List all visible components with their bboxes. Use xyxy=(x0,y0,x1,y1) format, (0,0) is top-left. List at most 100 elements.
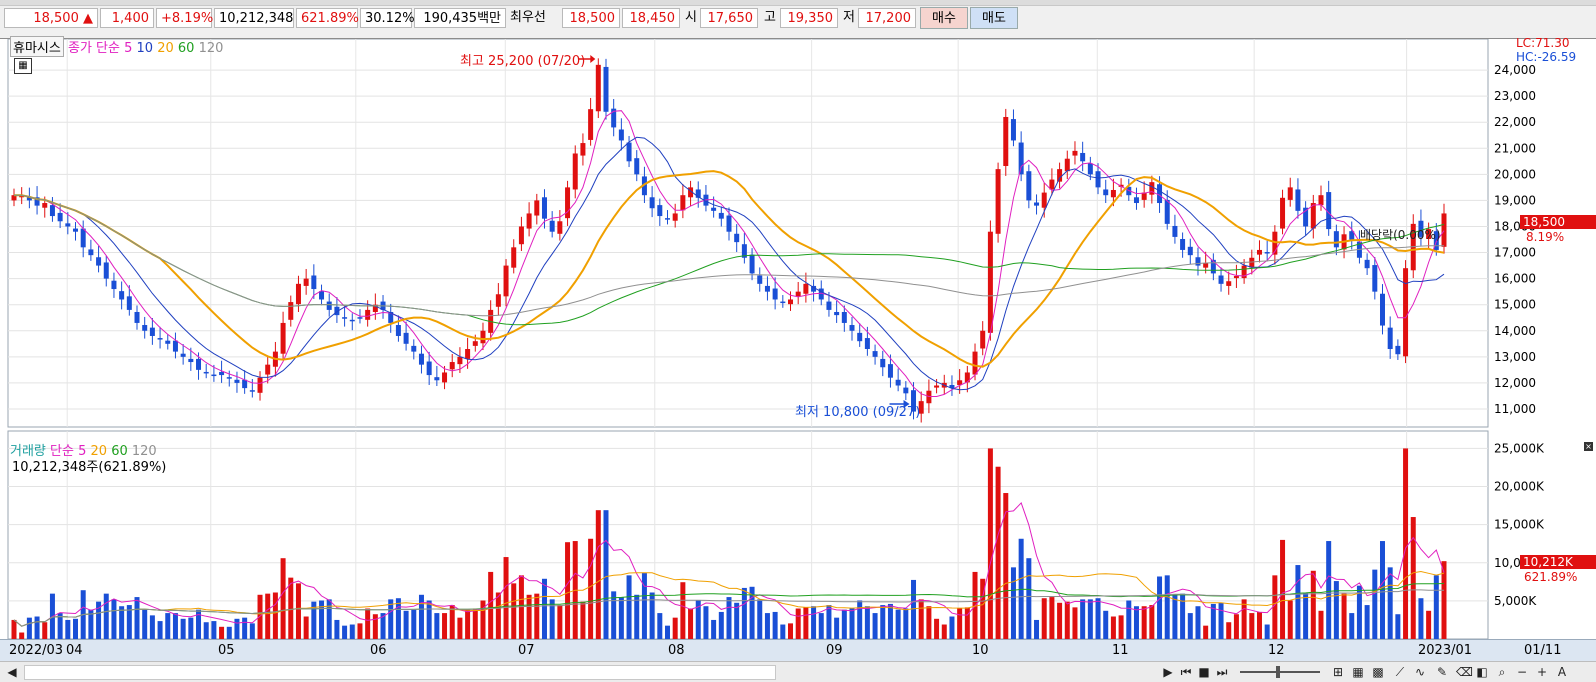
volume-bar xyxy=(711,619,717,639)
candle-body xyxy=(196,358,202,370)
scroll-left-icon[interactable]: ◀ xyxy=(7,665,17,679)
candle-body xyxy=(811,285,817,292)
stock-name-box[interactable]: 휴마시스 xyxy=(10,36,64,57)
price-tick-label: 24,000 xyxy=(1494,63,1536,77)
candle-body xyxy=(872,351,878,357)
candle-body xyxy=(1010,119,1016,141)
volume-bar xyxy=(1372,569,1378,639)
volume-bar xyxy=(518,575,524,639)
candle-body xyxy=(1072,150,1078,156)
open-label: 시 xyxy=(685,10,697,25)
volume-bar xyxy=(941,624,947,639)
volume-bar xyxy=(549,599,555,639)
volume-tick-label: 5,000K xyxy=(1494,594,1537,608)
volume-bar xyxy=(1080,599,1086,639)
candle-body xyxy=(242,379,248,389)
price-volume-chart[interactable]: 24,00023,00022,00021,00020,00019,00018,0… xyxy=(0,39,1596,639)
candle-body xyxy=(849,325,855,331)
font-size-icon[interactable]: A xyxy=(1557,665,1567,679)
candle-body xyxy=(472,341,478,346)
candle-body xyxy=(964,372,970,383)
volume-bar xyxy=(42,622,48,639)
volume-bar xyxy=(911,579,917,639)
fast-forward-icon[interactable]: ⏭ xyxy=(1216,665,1228,679)
candle-body xyxy=(772,288,778,300)
volume-bar xyxy=(1418,598,1424,639)
bottom-toolbar: ◀ ▶ ⏮ ■ ⏭ ⊞ ▦ ▩ ⟋ ∿ ✎ ⌫ ◧ ⌕ − + A xyxy=(0,661,1596,682)
table-grid-icon[interactable]: ▦ xyxy=(14,58,32,74)
volume-bar xyxy=(226,626,232,639)
crosshair-icon[interactable]: ⊞ xyxy=(1332,665,1344,679)
candle-body xyxy=(534,200,540,216)
candle-body xyxy=(918,401,924,414)
zoom-out-icon[interactable]: − xyxy=(1516,665,1528,679)
candle-body xyxy=(342,317,348,319)
candle-body xyxy=(357,317,363,319)
candle-body xyxy=(657,205,663,217)
tab-strip xyxy=(0,0,1596,6)
date-label: 08 xyxy=(668,643,685,658)
zoom-slider[interactable] xyxy=(1240,671,1320,673)
candle-body xyxy=(157,338,163,340)
candle-body xyxy=(764,285,770,292)
horizontal-scrollbar[interactable] xyxy=(24,665,776,680)
volume-ma-line xyxy=(13,589,1445,627)
zoom-in-icon[interactable]: + xyxy=(1536,665,1548,679)
ma-type-label: 종가 단순 xyxy=(67,41,120,56)
candle-body xyxy=(1372,265,1378,292)
volume-bar xyxy=(618,597,624,639)
scroll-right-icon[interactable]: ▶ xyxy=(1163,665,1173,679)
volume-bar xyxy=(811,606,817,639)
trendline-tool-icon[interactable]: ⟋ xyxy=(1395,665,1405,679)
price-tick-label: 16,000 xyxy=(1494,272,1536,286)
close-pane-icon[interactable]: × xyxy=(1584,442,1593,451)
volume-bar xyxy=(964,607,970,639)
current-price-field: 18,500 ▲ xyxy=(4,8,98,28)
candle-body xyxy=(834,311,840,316)
candle-body xyxy=(1233,276,1239,279)
candle-body xyxy=(434,377,440,381)
candle-body xyxy=(326,301,332,310)
volume-bar xyxy=(1333,581,1339,639)
candle-body xyxy=(588,109,594,140)
eraser-tool-icon[interactable]: ⌫ xyxy=(1456,665,1473,679)
volume-bar xyxy=(26,617,32,639)
candle-body xyxy=(1310,203,1316,229)
volume-bar xyxy=(1087,599,1093,639)
candle-body xyxy=(1003,116,1009,167)
date-label: 01/11 xyxy=(1524,643,1562,658)
volume-bar xyxy=(949,616,955,639)
volume-bar xyxy=(957,608,963,639)
color-tool-icon[interactable]: ◧ xyxy=(1476,665,1488,679)
candle-body xyxy=(226,377,232,379)
volume-bar xyxy=(934,618,940,639)
pencil-tool-icon[interactable]: ✎ xyxy=(1436,665,1448,679)
sell-button[interactable]: 매도 xyxy=(970,7,1018,29)
volume-bar xyxy=(196,609,202,639)
volume-bar xyxy=(1364,605,1370,639)
pattern-tool-icon[interactable]: ▩ xyxy=(1372,665,1384,679)
candle-body xyxy=(1157,184,1163,204)
buy-button[interactable]: 매수 xyxy=(920,7,968,29)
candle-body xyxy=(718,212,724,219)
rewind-icon[interactable]: ⏮ xyxy=(1180,665,1192,679)
current-price-tag: 18,500 xyxy=(1520,215,1596,229)
volume-bar xyxy=(649,592,655,639)
ma60-label: 60 xyxy=(177,41,195,56)
candle-body xyxy=(1326,192,1332,230)
candle-body xyxy=(1364,259,1370,269)
candle-body xyxy=(1057,169,1063,182)
volume-bar xyxy=(1072,607,1078,639)
candle-body xyxy=(1287,187,1293,200)
zoom-slider-handle[interactable] xyxy=(1276,666,1280,678)
candle-body xyxy=(1080,152,1086,162)
grid-tool-icon[interactable]: ▦ xyxy=(1352,665,1364,679)
volume-bar xyxy=(1034,619,1040,639)
candle-body xyxy=(1087,163,1093,175)
price-tick-label: 14,000 xyxy=(1494,324,1536,338)
curve-tool-icon[interactable]: ∿ xyxy=(1414,665,1426,679)
magnifier-icon[interactable]: ⌕ xyxy=(1498,665,1506,679)
volume-bar xyxy=(1310,570,1316,639)
stop-icon[interactable]: ■ xyxy=(1198,665,1210,679)
candle-body xyxy=(911,390,917,412)
